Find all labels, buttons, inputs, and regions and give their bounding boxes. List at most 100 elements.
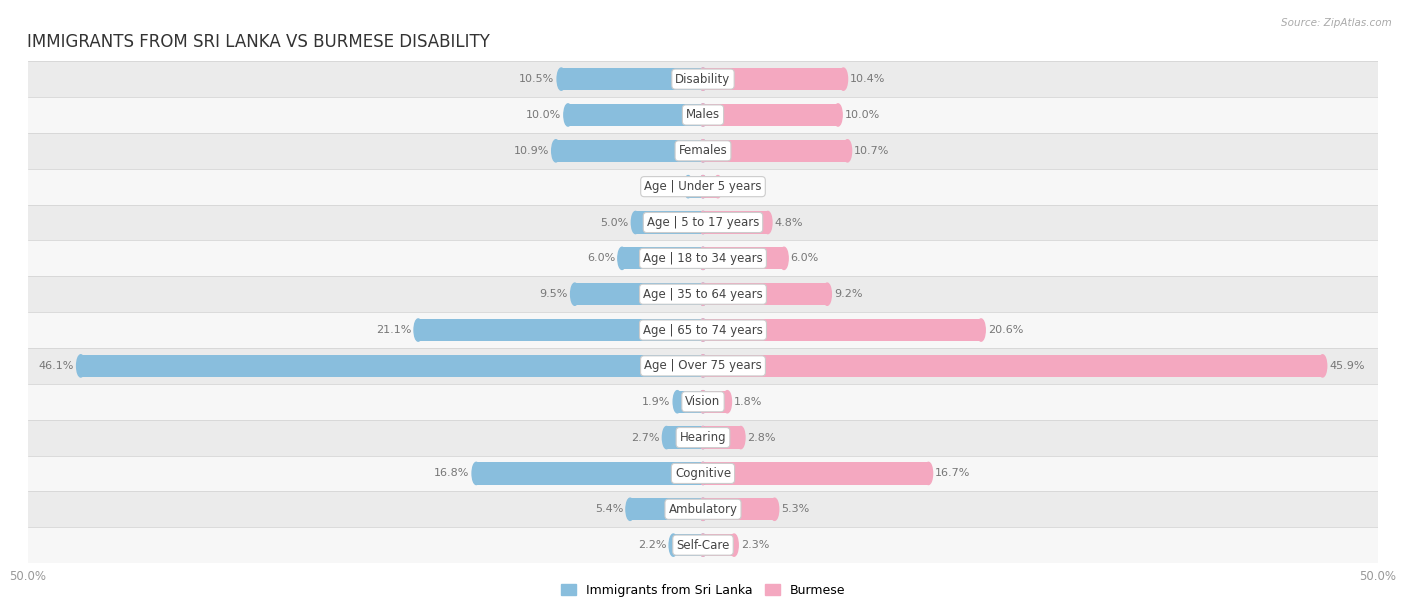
Text: 2.2%: 2.2% <box>638 540 666 550</box>
Circle shape <box>699 355 707 377</box>
Circle shape <box>699 498 707 520</box>
Bar <box>28 420 1378 455</box>
Text: 5.3%: 5.3% <box>782 504 810 514</box>
Circle shape <box>780 247 789 269</box>
Bar <box>575 283 703 305</box>
Circle shape <box>472 462 481 485</box>
Text: Age | Over 75 years: Age | Over 75 years <box>644 359 762 372</box>
Circle shape <box>699 534 707 556</box>
Text: 5.4%: 5.4% <box>595 504 623 514</box>
Circle shape <box>737 427 745 449</box>
Circle shape <box>699 534 707 556</box>
Bar <box>703 498 775 520</box>
Text: 10.4%: 10.4% <box>851 74 886 84</box>
Bar <box>703 390 727 413</box>
Bar <box>28 312 1378 348</box>
Bar <box>703 68 844 90</box>
Bar <box>678 390 703 413</box>
Bar <box>703 176 718 198</box>
Text: Source: ZipAtlas.com: Source: ZipAtlas.com <box>1281 18 1392 28</box>
Circle shape <box>571 283 579 305</box>
Text: 21.1%: 21.1% <box>375 325 412 335</box>
Text: 2.3%: 2.3% <box>741 540 769 550</box>
Circle shape <box>662 427 671 449</box>
Text: 1.9%: 1.9% <box>643 397 671 407</box>
Text: Males: Males <box>686 108 720 121</box>
Text: Age | 5 to 17 years: Age | 5 to 17 years <box>647 216 759 229</box>
Text: 1.8%: 1.8% <box>734 397 762 407</box>
Circle shape <box>1319 355 1327 377</box>
Bar <box>703 104 838 126</box>
Circle shape <box>770 498 779 520</box>
Text: 10.0%: 10.0% <box>526 110 561 120</box>
Circle shape <box>699 427 707 449</box>
Text: 10.0%: 10.0% <box>845 110 880 120</box>
Bar <box>28 384 1378 420</box>
Circle shape <box>683 176 692 198</box>
Text: Age | 35 to 64 years: Age | 35 to 64 years <box>643 288 763 300</box>
Bar <box>568 104 703 126</box>
Bar <box>477 462 703 485</box>
Circle shape <box>699 319 707 341</box>
Circle shape <box>699 390 707 413</box>
Circle shape <box>977 319 986 341</box>
Circle shape <box>723 390 731 413</box>
Circle shape <box>699 68 707 90</box>
Bar <box>621 247 703 269</box>
Circle shape <box>699 319 707 341</box>
Circle shape <box>699 140 707 162</box>
Bar <box>28 276 1378 312</box>
Text: 10.7%: 10.7% <box>855 146 890 156</box>
Text: Cognitive: Cognitive <box>675 467 731 480</box>
Circle shape <box>844 140 852 162</box>
Text: 6.0%: 6.0% <box>790 253 818 263</box>
Text: 2.7%: 2.7% <box>631 433 659 442</box>
Bar <box>666 427 703 449</box>
Circle shape <box>699 247 707 269</box>
Circle shape <box>626 498 634 520</box>
Circle shape <box>564 104 572 126</box>
Circle shape <box>834 104 842 126</box>
Bar <box>555 140 703 162</box>
Circle shape <box>924 462 932 485</box>
Text: 9.5%: 9.5% <box>540 289 568 299</box>
Bar <box>703 247 785 269</box>
Bar <box>418 319 703 341</box>
Circle shape <box>839 68 848 90</box>
Bar <box>561 68 703 90</box>
Circle shape <box>673 390 682 413</box>
Bar <box>673 534 703 556</box>
Text: Hearing: Hearing <box>679 431 727 444</box>
Bar <box>28 455 1378 491</box>
Text: 16.8%: 16.8% <box>434 468 470 479</box>
Bar <box>28 204 1378 241</box>
Text: 2.8%: 2.8% <box>748 433 776 442</box>
Circle shape <box>631 211 640 234</box>
Text: Disability: Disability <box>675 73 731 86</box>
Circle shape <box>699 462 707 485</box>
Text: Age | 18 to 34 years: Age | 18 to 34 years <box>643 252 763 265</box>
Bar <box>688 176 703 198</box>
Circle shape <box>699 462 707 485</box>
Circle shape <box>699 104 707 126</box>
Bar <box>80 355 703 377</box>
Circle shape <box>699 498 707 520</box>
Bar <box>630 498 703 520</box>
Circle shape <box>699 283 707 305</box>
Circle shape <box>669 534 678 556</box>
Text: IMMIGRANTS FROM SRI LANKA VS BURMESE DISABILITY: IMMIGRANTS FROM SRI LANKA VS BURMESE DIS… <box>27 33 489 51</box>
Bar <box>28 241 1378 276</box>
Circle shape <box>730 534 738 556</box>
Bar <box>703 319 981 341</box>
Circle shape <box>699 283 707 305</box>
Bar <box>703 355 1323 377</box>
Bar <box>28 61 1378 97</box>
Circle shape <box>763 211 772 234</box>
Circle shape <box>699 104 707 126</box>
Bar <box>28 133 1378 169</box>
Text: Females: Females <box>679 144 727 157</box>
Text: 16.7%: 16.7% <box>935 468 970 479</box>
Bar <box>28 348 1378 384</box>
Bar <box>28 169 1378 204</box>
Text: Age | 65 to 74 years: Age | 65 to 74 years <box>643 324 763 337</box>
